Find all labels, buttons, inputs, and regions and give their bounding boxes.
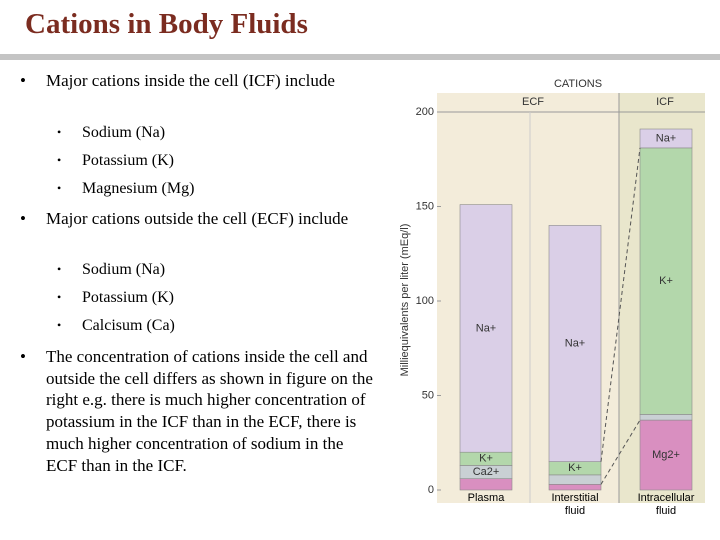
connector [600,147,641,462]
slide-title: Cations in Body Fluids [25,8,308,40]
bullet-marker: • [20,71,26,90]
sub-marker: • [57,318,62,332]
connector [600,419,641,485]
segment-label: Mg2+ [652,449,680,461]
segment-label: Na+ [476,322,497,334]
y-axis-label: Milliequivalents per liter (mEq/l) [399,224,411,377]
bullet-text: Major cations inside the cell (ICF) incl… [46,71,335,90]
y-tick-label: 150 [416,200,434,212]
bar-segment [548,474,602,485]
bar-segment [548,225,602,462]
segment-label: Na+ [656,132,677,144]
segment-label: K+ [568,462,582,474]
bar-segment [548,484,602,491]
bullet-marker: • [20,209,26,228]
bullet-text: The concentration of cations inside the … [46,347,373,475]
y-tick-label: 100 [416,295,434,307]
bar-segment [639,419,693,491]
bullet-area: • Major cations inside the cell (ICF) inc… [20,71,373,475]
category-label: Interstitial fluid [551,492,599,517]
sub-marker: • [57,125,62,139]
sub-marker: • [57,153,62,167]
sub-marker: • [57,290,62,304]
y-tick-label: 50 [422,389,434,401]
bar-segment [459,204,513,453]
segment-label: K+ [659,275,673,287]
category-label: Intracellular fluid [637,492,695,517]
sub-bullet-text: Calcisum (Ca) [82,317,175,334]
sub-bullet-text: Potassium (K) [82,152,174,169]
sub-marker: • [57,181,62,195]
bar-segment [459,478,513,491]
bullet-text: Major cations outside the cell (ECF) inc… [46,209,349,228]
sub-bullet-text: Magnesium (Mg) [82,180,195,197]
sub-marker: • [57,262,62,276]
bar-segment [639,128,693,149]
segment-label: K+ [479,453,493,465]
sub-bullet-text: Sodium (Na) [82,261,166,278]
region-label: ICF [656,96,674,108]
sub-bullet-text: Potassium (K) [82,289,174,306]
segment-label: Ca2+ [473,466,500,478]
bullet-marker: • [20,347,26,366]
y-tick-label: 0 [428,484,434,496]
region-label: ECF [522,96,544,108]
sub-bullet-text: Sodium (Na) [82,124,166,141]
y-tick-label: 200 [416,106,434,118]
title-rule [0,54,720,60]
bar-segment [639,414,693,421]
chart-title: CATIONS [554,78,602,90]
category-label: Plasma [467,492,505,504]
segment-label: Na+ [565,337,586,349]
bar-segment [639,147,693,415]
